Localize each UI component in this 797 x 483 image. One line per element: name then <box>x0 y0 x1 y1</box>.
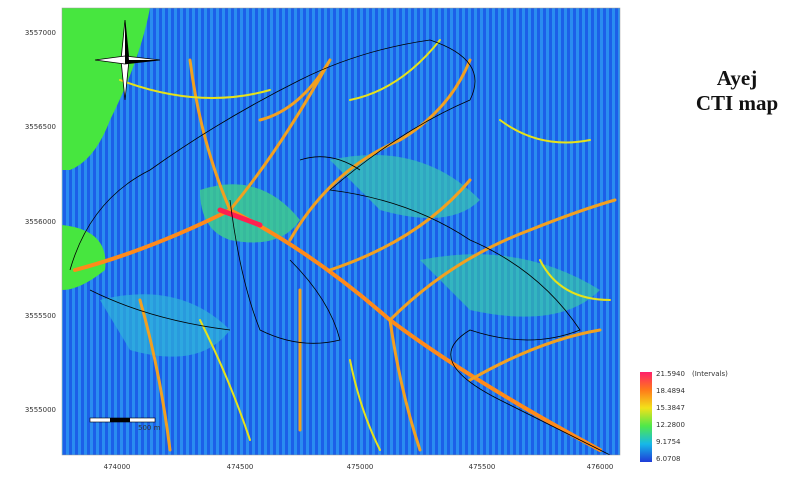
map-subtitle: CTI map <box>696 91 778 115</box>
scale-label: 500 m <box>138 424 161 432</box>
x-label: 475500 <box>469 463 496 471</box>
legend-colorbar <box>640 372 652 462</box>
y-label: 3557000 <box>25 29 56 37</box>
legend-unit: (Intervals) <box>692 370 728 378</box>
y-axis-labels: 3557000 3556500 3556000 3555500 3555000 <box>25 29 56 414</box>
legend-value: 12.2800 <box>656 421 685 429</box>
map-figure: 500 m 3557000 3556500 3556000 3555500 35… <box>0 0 797 483</box>
x-label: 474500 <box>227 463 254 471</box>
x-axis-labels: 474000 474500 475000 475500 476000 <box>104 463 614 471</box>
legend-value: 15.3847 <box>656 404 685 412</box>
legend-value: 9.1754 <box>656 438 681 446</box>
legend-value: 6.0708 <box>656 455 681 463</box>
legend-value: 21.5940 <box>656 370 685 378</box>
legend: (Intervals) 21.5940 18.4894 15.3847 12.2… <box>640 370 728 463</box>
x-label: 475000 <box>347 463 374 471</box>
y-label: 3555000 <box>25 406 56 414</box>
map-title: Ayej <box>717 66 757 90</box>
y-label: 3556000 <box>25 218 56 226</box>
x-label: 474000 <box>104 463 131 471</box>
cti-raster <box>62 8 620 455</box>
y-label: 3555500 <box>25 312 56 320</box>
legend-value: 18.4894 <box>656 387 685 395</box>
y-label: 3556500 <box>25 123 56 131</box>
x-label: 476000 <box>587 463 614 471</box>
